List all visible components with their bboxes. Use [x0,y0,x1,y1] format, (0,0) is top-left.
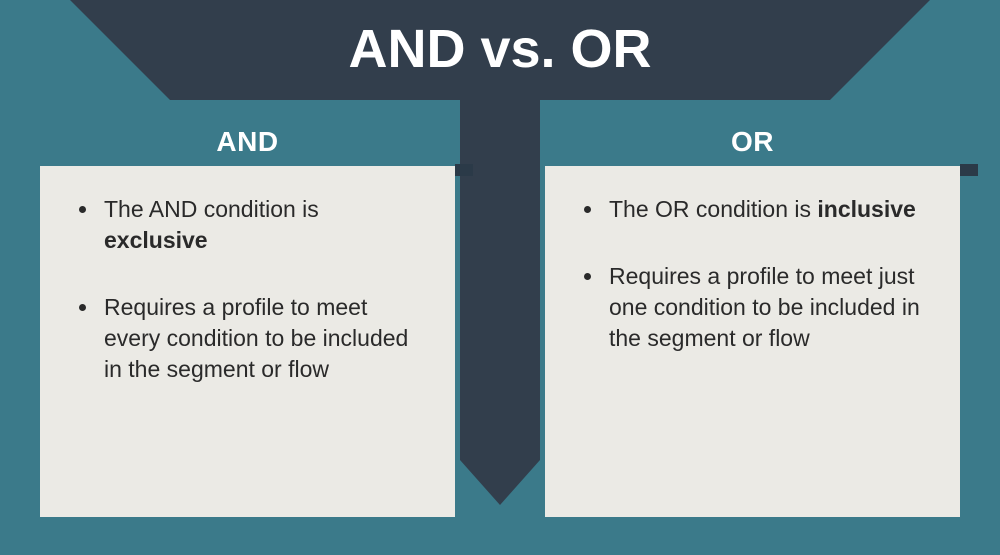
bullet-text: Requires a profile to meet just one cond… [609,263,920,351]
left-column-header: AND [40,118,455,166]
page-title: AND vs. OR [0,18,1000,80]
left-header-label: AND [216,126,278,158]
list-item: Requires a profile to meet just one cond… [605,261,930,354]
list-item: The AND condition is exclusive [100,194,425,256]
right-header-label: OR [731,126,774,158]
bullet-text: Requires a profile to meet every conditi… [104,294,408,382]
bullet-bold: exclusive [104,227,208,253]
left-column: AND The AND condition is exclusive Requi… [40,118,455,517]
left-column-body: The AND condition is exclusive Requires … [40,166,455,517]
right-column-body: The OR condition is inclusive Requires a… [545,166,960,517]
bullet-bold: inclusive [817,196,915,222]
right-column: OR The OR condition is inclusive Require… [545,118,960,517]
columns-container: AND The AND condition is exclusive Requi… [0,118,1000,555]
list-item: Requires a profile to meet every conditi… [100,292,425,385]
list-item: The OR condition is inclusive [605,194,930,225]
bullet-text: The OR condition is [609,196,817,222]
bullet-text: The AND condition is [104,196,319,222]
right-column-header: OR [545,118,960,166]
